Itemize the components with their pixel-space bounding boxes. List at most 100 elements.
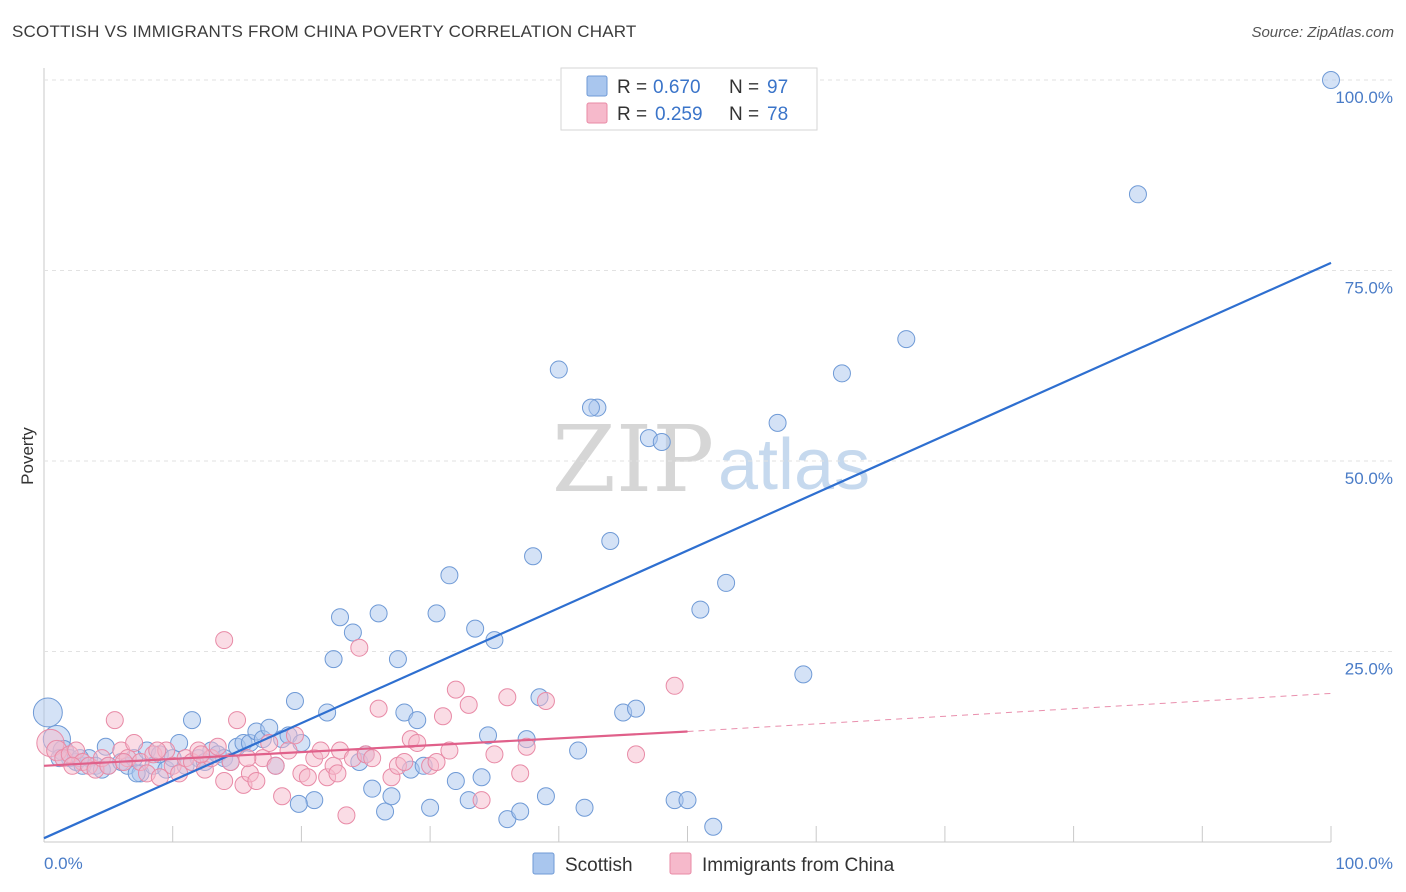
china-trend-line xyxy=(43,730,688,767)
china-point xyxy=(328,764,347,783)
china-point xyxy=(228,711,247,730)
scottish-point xyxy=(601,532,620,551)
scottish-point xyxy=(305,791,324,810)
legend-r-label-scottish: R = xyxy=(617,77,647,98)
y-axis-label: Poverty xyxy=(18,427,37,485)
legend: R = 0.670 N = 97 R = 0.259 N = 78 xyxy=(560,67,818,131)
scottish-trend-line xyxy=(43,261,1332,840)
scottish-point xyxy=(581,398,600,417)
legend-n-label-scottish: N = xyxy=(729,77,759,98)
trend-lines xyxy=(43,261,1332,840)
scottish-point xyxy=(897,330,916,349)
source-credit: Source: ZipAtlas.com xyxy=(1251,24,1394,41)
scottish-point xyxy=(183,711,202,730)
x-tick-label-min: 0.0% xyxy=(44,854,83,873)
china-point xyxy=(105,711,124,730)
scottish-point xyxy=(704,817,723,836)
y-tick-label-75: 75.0% xyxy=(1345,279,1393,298)
scottish-point xyxy=(427,604,446,623)
y-tick-labels: 25.0% 50.0% 75.0% 100.0% xyxy=(1335,88,1393,679)
scottish-point xyxy=(363,779,382,798)
scottish-point xyxy=(440,566,459,585)
scottish-point xyxy=(1128,185,1147,204)
china-point xyxy=(472,791,491,810)
scottish-point xyxy=(832,364,851,383)
scottish-point xyxy=(627,699,646,718)
scottish-point xyxy=(536,787,555,806)
scottish-point xyxy=(479,726,498,745)
legend-n-value-china: 78 xyxy=(767,104,788,125)
china-point xyxy=(125,733,144,752)
scottish-point xyxy=(408,711,427,730)
china-point xyxy=(433,707,452,726)
legend-r-label-china: R = xyxy=(617,104,647,125)
china-point xyxy=(498,688,517,707)
scottish-point xyxy=(388,650,407,669)
china-point xyxy=(536,692,555,711)
watermark-zip: ZIP xyxy=(552,406,714,513)
legend-r-value-scottish: 0.670 xyxy=(653,77,701,98)
scottish-point xyxy=(382,787,401,806)
china-point xyxy=(363,749,382,768)
scottish-point xyxy=(376,802,395,821)
y-tick-label-50: 50.0% xyxy=(1345,469,1393,488)
scottish-point xyxy=(524,547,543,566)
bottom-legend-label-scottish: Scottish xyxy=(565,855,633,876)
x-ticks xyxy=(172,826,1332,842)
china-point xyxy=(247,772,266,791)
china-point xyxy=(148,741,167,760)
scottish-point xyxy=(768,413,787,432)
china-point xyxy=(215,772,234,791)
scottish-point xyxy=(717,573,736,592)
china-point xyxy=(395,752,414,771)
bottom-legend: Scottish Immigrants from China xyxy=(532,852,895,876)
watermark-atlas: atlas xyxy=(718,425,870,505)
china-point xyxy=(99,756,118,775)
grid-lines xyxy=(44,79,1392,652)
legend-swatch-scottish xyxy=(586,75,608,97)
china-point xyxy=(215,631,234,650)
scottish-point xyxy=(678,791,697,810)
china-point xyxy=(273,787,292,806)
scottish-point xyxy=(369,604,388,623)
y-tick-label-100: 100.0% xyxy=(1335,88,1393,107)
scottish-point xyxy=(32,697,63,728)
scottish-point xyxy=(511,802,530,821)
scottish-point xyxy=(794,665,813,684)
china-point xyxy=(192,745,211,764)
y-tick-label-25: 25.0% xyxy=(1345,660,1393,679)
china-point xyxy=(446,680,465,699)
china-point xyxy=(208,737,227,756)
chart-title: SCOTTISH VS IMMIGRANTS FROM CHINA POVERT… xyxy=(12,22,637,41)
legend-swatch-china xyxy=(586,102,608,124)
china-point xyxy=(266,756,285,775)
bottom-legend-swatch-china xyxy=(669,852,692,875)
bottom-legend-swatch-scottish xyxy=(532,852,555,875)
scottish-point xyxy=(331,608,350,627)
scottish-point xyxy=(289,794,308,813)
china-trend-extension xyxy=(687,692,1332,733)
china-point xyxy=(517,737,536,756)
china-point xyxy=(627,745,646,764)
china-point xyxy=(279,741,298,760)
bottom-legend-label-china: Immigrants from China xyxy=(702,855,895,876)
china-point xyxy=(298,768,317,787)
x-tick-label-max: 100.0% xyxy=(1335,854,1393,873)
china-point xyxy=(427,752,446,771)
legend-n-value-scottish: 97 xyxy=(767,77,788,98)
scottish-point xyxy=(446,772,465,791)
scottish-point xyxy=(285,692,304,711)
scottish-point xyxy=(343,623,362,642)
china-point xyxy=(408,733,427,752)
scottish-point xyxy=(569,741,588,760)
legend-r-value-china: 0.259 xyxy=(655,104,703,125)
scottish-point xyxy=(549,360,568,379)
china-point xyxy=(238,749,257,768)
scottish-point xyxy=(575,798,594,817)
scottish-point xyxy=(1322,71,1340,89)
scottish-point xyxy=(324,650,343,669)
china-point xyxy=(440,741,459,760)
china-points xyxy=(36,631,684,825)
china-point xyxy=(485,745,504,764)
